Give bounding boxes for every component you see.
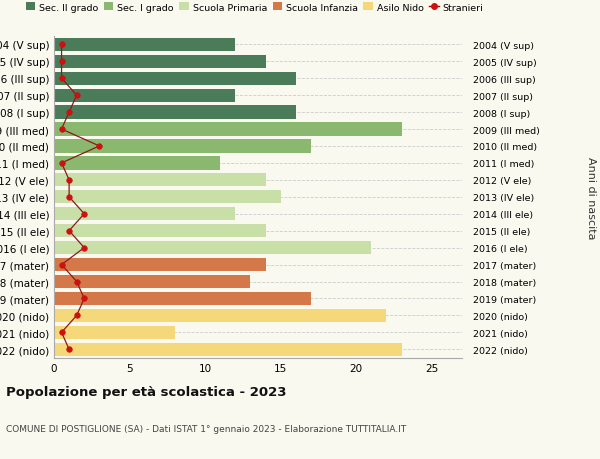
Bar	[54, 326, 175, 339]
Bar	[54, 73, 296, 85]
Bar	[54, 343, 401, 356]
Bar	[54, 191, 281, 204]
Text: COMUNE DI POSTIGLIONE (SA) - Dati ISTAT 1° gennaio 2023 - Elaborazione TUTTITALI: COMUNE DI POSTIGLIONE (SA) - Dati ISTAT …	[6, 425, 406, 433]
Bar	[54, 140, 311, 153]
Bar	[54, 275, 250, 289]
Bar	[54, 90, 235, 102]
Bar	[54, 292, 311, 305]
Bar	[54, 157, 220, 170]
Bar	[54, 258, 266, 272]
Bar	[54, 123, 401, 136]
Bar	[54, 224, 266, 238]
Bar	[54, 106, 296, 119]
Bar	[54, 309, 386, 322]
Legend: Sec. II grado, Sec. I grado, Scuola Primaria, Scuola Infanzia, Asilo Nido, Stran: Sec. II grado, Sec. I grado, Scuola Prim…	[22, 0, 487, 17]
Bar	[54, 39, 235, 52]
Bar	[54, 56, 266, 69]
Bar	[54, 207, 235, 221]
Bar	[54, 174, 266, 187]
Text: Anni di nascita: Anni di nascita	[586, 156, 596, 239]
Bar	[54, 241, 371, 255]
Text: Popolazione per età scolastica - 2023: Popolazione per età scolastica - 2023	[6, 385, 287, 398]
